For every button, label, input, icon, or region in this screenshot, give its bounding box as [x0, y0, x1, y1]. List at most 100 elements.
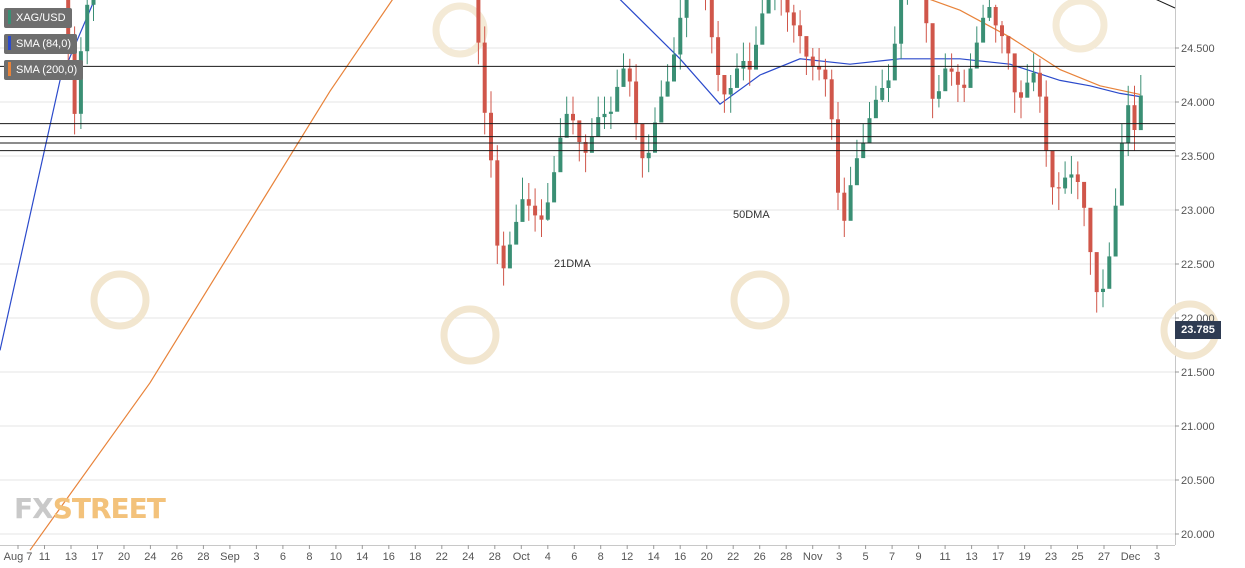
candle-body — [955, 71, 960, 85]
candle-body — [672, 54, 676, 82]
watermark-mark — [440, 305, 500, 365]
candle-body — [526, 199, 531, 206]
candle-body — [1075, 174, 1080, 182]
candle-body — [735, 68, 739, 88]
legend-symbol-label: XAG/USD — [16, 12, 66, 24]
x-tick-label: Sep — [220, 551, 240, 563]
candle — [728, 75, 733, 113]
candle-body — [974, 42, 979, 69]
candle — [987, 0, 992, 21]
candle-body — [1113, 205, 1118, 257]
candle — [1012, 53, 1017, 113]
candle-body — [823, 69, 828, 80]
candle — [1094, 252, 1099, 313]
candle-body — [722, 75, 727, 95]
candle-body — [558, 137, 563, 173]
candle-body — [533, 205, 538, 216]
legend-symbol[interactable]: XAG/USD — [4, 8, 72, 28]
candle — [85, 0, 90, 65]
candle — [780, 0, 782, 16]
candle — [760, 0, 765, 45]
legend-sma84[interactable]: SMA (84,0) — [4, 34, 78, 54]
candle-body — [993, 7, 998, 26]
candle-body — [1119, 143, 1124, 206]
candle — [924, 0, 929, 43]
candle — [520, 177, 525, 222]
x-tick-label: 24 — [462, 551, 474, 563]
candle — [539, 199, 544, 237]
watermark-mark — [432, 2, 488, 58]
candle-body — [728, 88, 733, 95]
x-tick-label: 22 — [436, 551, 448, 563]
candle — [1138, 75, 1143, 131]
candle-body — [552, 172, 557, 203]
x-tick-label: 17 — [992, 551, 1004, 563]
legend-sma200[interactable]: SMA (200,0) — [4, 60, 84, 80]
candle-body — [659, 96, 664, 123]
candle — [514, 204, 519, 245]
candle — [823, 58, 828, 97]
candle-body — [596, 117, 601, 137]
candle-body — [747, 61, 752, 70]
watermark-mark — [90, 270, 150, 330]
candle-body — [924, 0, 929, 24]
candle — [501, 231, 506, 286]
x-tick-label: 6 — [280, 551, 286, 563]
y-tick-label: 20.500 — [1181, 475, 1215, 487]
candle — [798, 10, 803, 54]
candle — [716, 21, 721, 92]
candle-body — [665, 81, 670, 97]
x-tick-label: 3 — [836, 551, 842, 563]
watermark-mark — [1052, 0, 1108, 53]
candle — [659, 80, 664, 123]
candle-body — [1082, 181, 1087, 208]
candle-body — [539, 215, 544, 220]
y-tick-label: 22.500 — [1181, 259, 1215, 271]
candle-body — [615, 86, 620, 112]
candle-body — [886, 80, 891, 88]
candle — [1101, 269, 1105, 308]
x-tick-label: 13 — [65, 551, 77, 563]
y-tick-label: 24.500 — [1181, 43, 1215, 55]
candle — [1006, 36, 1011, 70]
horizontal-levels — [0, 65, 1175, 152]
candle-body — [981, 17, 986, 43]
candle — [78, 37, 83, 129]
candle — [785, 0, 790, 32]
candle — [791, 4, 796, 43]
candle — [981, 4, 986, 43]
candle-body — [943, 68, 948, 92]
candle — [533, 188, 538, 232]
candle — [672, 37, 676, 82]
candle-body — [507, 244, 512, 269]
candle — [993, 4, 998, 43]
x-tick-label: 14 — [648, 551, 660, 563]
candle-body — [798, 25, 803, 37]
candle-body — [678, 17, 683, 55]
candle — [873, 85, 878, 119]
candle — [1019, 80, 1023, 119]
candle-body — [817, 66, 822, 70]
x-tick-label: 4 — [545, 551, 551, 563]
candle-body — [1037, 72, 1042, 97]
candle-body — [899, 0, 904, 44]
candle-body — [476, 0, 481, 43]
candle — [854, 139, 859, 186]
candle-body — [791, 12, 796, 26]
candle-body — [766, 0, 771, 14]
candle-body — [634, 81, 639, 124]
candle — [1037, 58, 1042, 113]
candle — [615, 69, 620, 112]
candle-body — [709, 0, 714, 38]
legend-sma84-label: SMA (84,0) — [16, 38, 72, 50]
x-axis: Aug 7 11 13 17 20 24 26 28 Sep 3 6 8 10 14 16 18 22 24 28 O… — [4, 545, 1160, 563]
candle — [829, 69, 834, 140]
candle — [1050, 150, 1055, 205]
candle-body — [1138, 95, 1143, 131]
x-tick-label: 19 — [1018, 551, 1030, 563]
candle — [495, 145, 500, 264]
candle — [880, 69, 885, 102]
candle — [968, 53, 973, 88]
x-tick-label: 22 — [727, 551, 739, 563]
legend-symbol-swatch — [8, 10, 11, 25]
